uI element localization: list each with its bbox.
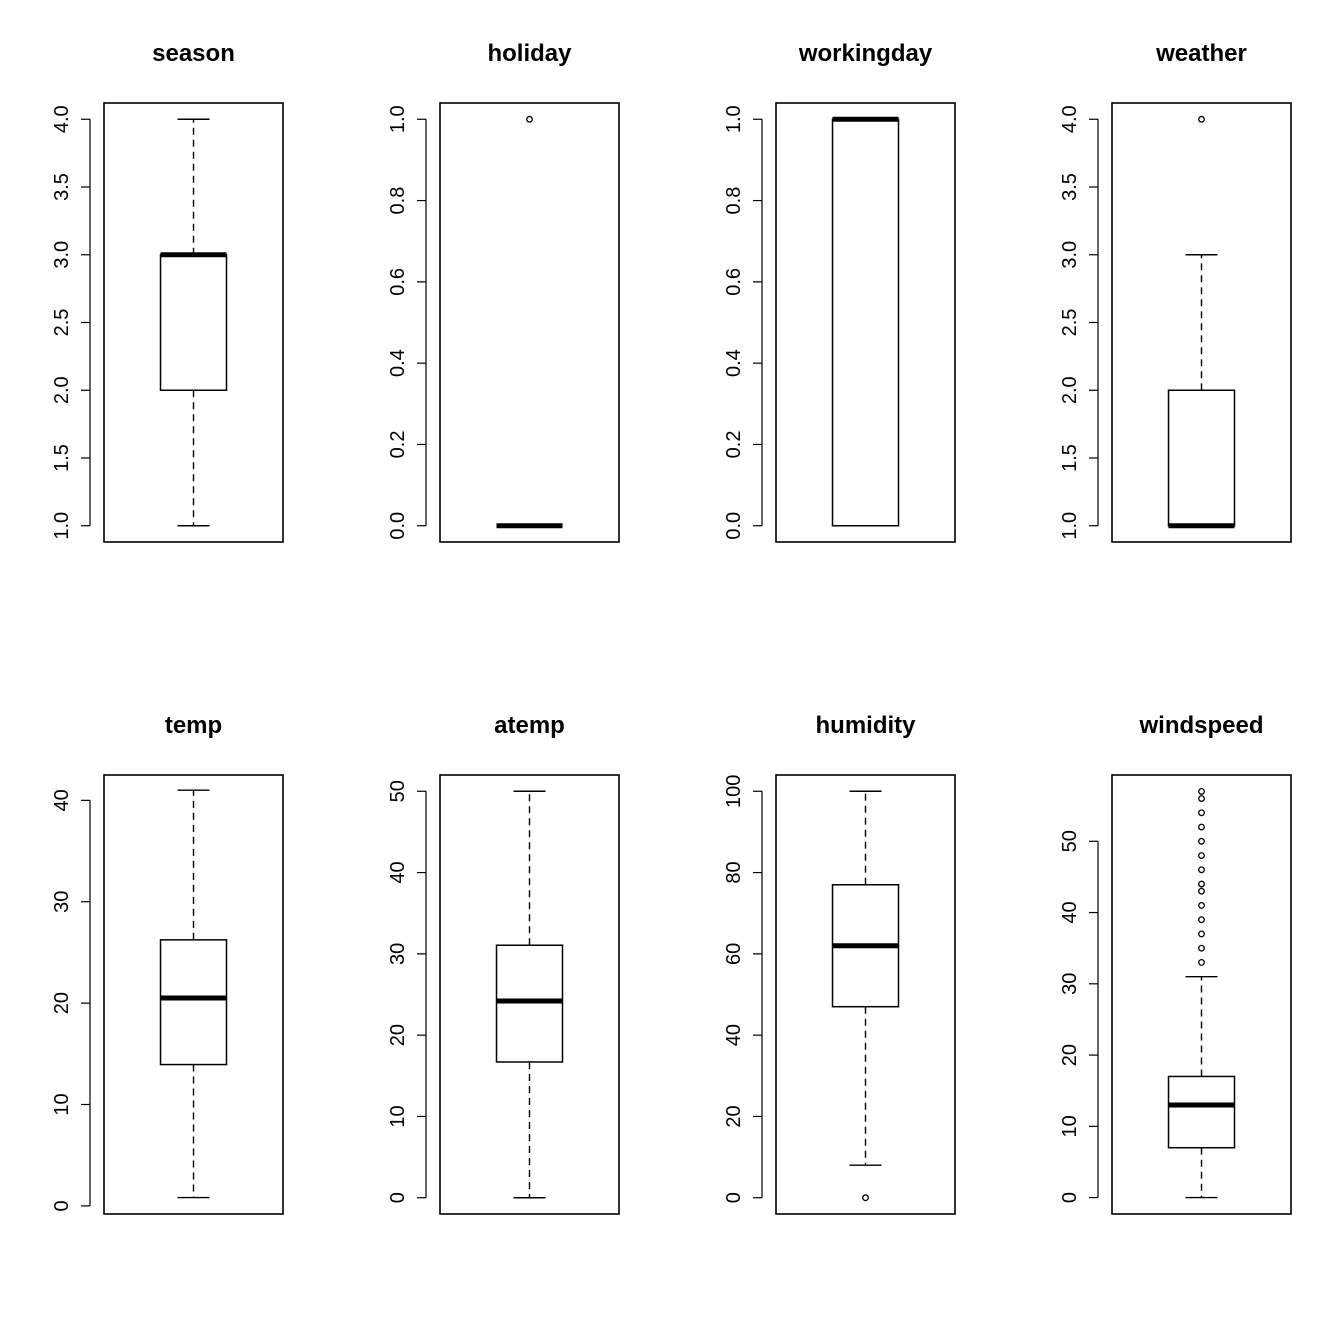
y-tick-label: 2.0: [51, 376, 73, 404]
plot-frame: [439, 774, 620, 1215]
panel-title: atemp: [494, 712, 565, 739]
plot-frame: [103, 774, 284, 1215]
y-tick-label: 30: [387, 943, 409, 965]
y-tick-label: 3.0: [1059, 241, 1081, 269]
y-tick-label: 0: [51, 1200, 73, 1211]
iqr-box: [159, 254, 228, 391]
y-tick-label: 30: [1059, 973, 1081, 995]
outlier-point: [1198, 930, 1205, 938]
outlier-point: [1198, 787, 1205, 795]
y-tick-label: 1.5: [1059, 444, 1081, 472]
y-tick-label: 20: [387, 1024, 409, 1046]
panel-title: workingday: [798, 40, 933, 67]
y-tick-label: 3.5: [1059, 173, 1081, 201]
y-tick-label: 0.2: [387, 431, 409, 459]
y-tick-label: 2.0: [1059, 376, 1081, 404]
outlier-point: [1198, 887, 1205, 895]
outlier-point: [1198, 795, 1205, 802]
y-tick-label: 1.0: [51, 512, 73, 540]
y-tick-label: 80: [723, 861, 745, 883]
outlier-point: [526, 115, 533, 123]
panel-title: humidity: [816, 712, 917, 739]
panel-title: windspeed: [1138, 712, 1263, 739]
plot-frame: [1111, 774, 1292, 1215]
plot-frame: [103, 102, 284, 543]
y-tick-label: 0: [1059, 1192, 1081, 1203]
boxplot-panel-season: season 1.0 1.5 2.0 2.5 3.0 3.5 4.0: [51, 40, 284, 543]
iqr-box: [831, 118, 900, 527]
y-tick-label: 0.6: [387, 268, 409, 296]
y-tick-label: 10: [387, 1105, 409, 1127]
y-tick-label: 1.0: [723, 105, 745, 133]
y-tick-label: 3.5: [51, 173, 73, 201]
y-tick-label: 10: [51, 1093, 73, 1115]
iqr-box: [1167, 1075, 1236, 1149]
y-tick-label: 0.6: [723, 268, 745, 296]
iqr-box: [1167, 389, 1236, 527]
y-tick-label: 0: [387, 1192, 409, 1203]
panel-title: season: [152, 40, 235, 67]
y-tick-label: 40: [51, 789, 73, 811]
outlier-point: [1198, 852, 1205, 859]
y-tick-label: 2.5: [1059, 309, 1081, 337]
panel-title: holiday: [487, 40, 572, 67]
iqr-box: [495, 944, 564, 1063]
boxplot-panel-workingday: workingday 0.0 0.2 0.4 0.6 0.8 1.0: [723, 40, 956, 543]
outlier-point: [1198, 837, 1205, 845]
boxplot-panel-weather: weather 1.0 1.5 2.0 2.5 3.0 3.5 4.0: [1059, 40, 1292, 543]
outlier-point: [862, 1194, 869, 1202]
boxplot-panel-humidity: humidity 0 20 40 60 80 100: [723, 712, 956, 1215]
plot-frame: [1111, 102, 1292, 543]
outlier-point: [1198, 880, 1205, 888]
boxplot-panel-windspeed: windspeed 0 10 20 30 40 50: [1059, 712, 1292, 1215]
y-tick-label: 1.0: [1059, 512, 1081, 540]
y-tick-label: 4.0: [51, 105, 73, 133]
y-tick-label: 0.8: [387, 187, 409, 215]
y-tick-label: 60: [723, 943, 745, 965]
y-tick-label: 0.0: [723, 512, 745, 540]
plot-frame: [439, 102, 620, 543]
panel-title: temp: [165, 712, 222, 739]
y-tick-label: 1.0: [387, 105, 409, 133]
iqr-box: [159, 939, 228, 1066]
y-tick-label: 100: [723, 775, 745, 808]
boxplot-panel-holiday: holiday 0.0 0.2 0.4 0.6 0.8 1.0: [387, 40, 620, 543]
y-tick-label: 40: [1059, 901, 1081, 923]
y-tick-label: 50: [1059, 830, 1081, 852]
y-tick-label: 1.5: [51, 444, 73, 472]
outlier-point: [1198, 823, 1205, 831]
boxplot-panel-temp: temp 0 10 20 30 40: [51, 712, 284, 1215]
outlier-point: [1198, 115, 1205, 123]
outlier-point: [1198, 866, 1205, 874]
plot-frame: [775, 774, 956, 1215]
outlier-point: [1198, 944, 1205, 952]
y-tick-label: 50: [387, 780, 409, 802]
y-tick-label: 0.8: [723, 187, 745, 215]
y-tick-label: 40: [723, 1024, 745, 1046]
y-tick-label: 40: [387, 861, 409, 883]
y-tick-label: 20: [51, 992, 73, 1014]
y-tick-label: 0: [723, 1192, 745, 1203]
y-tick-label: 0.4: [723, 349, 745, 377]
y-tick-label: 2.5: [51, 309, 73, 337]
y-tick-label: 0.4: [387, 349, 409, 377]
outlier-point: [1198, 958, 1205, 966]
panel-title: weather: [1155, 40, 1247, 67]
y-tick-label: 0.0: [387, 512, 409, 540]
y-tick-label: 30: [51, 891, 73, 913]
boxplot-panel-atemp: atemp 0 10 20 30 40 50: [387, 712, 620, 1215]
y-tick-label: 4.0: [1059, 105, 1081, 133]
outlier-point: [1198, 916, 1205, 924]
y-tick-label: 20: [723, 1105, 745, 1127]
y-tick-label: 0.2: [723, 431, 745, 459]
y-tick-label: 3.0: [51, 241, 73, 269]
outlier-point: [1198, 901, 1205, 909]
y-tick-label: 20: [1059, 1044, 1081, 1066]
y-tick-label: 10: [1059, 1115, 1081, 1137]
plot-frame: [775, 102, 956, 543]
outlier-point: [1198, 809, 1205, 817]
